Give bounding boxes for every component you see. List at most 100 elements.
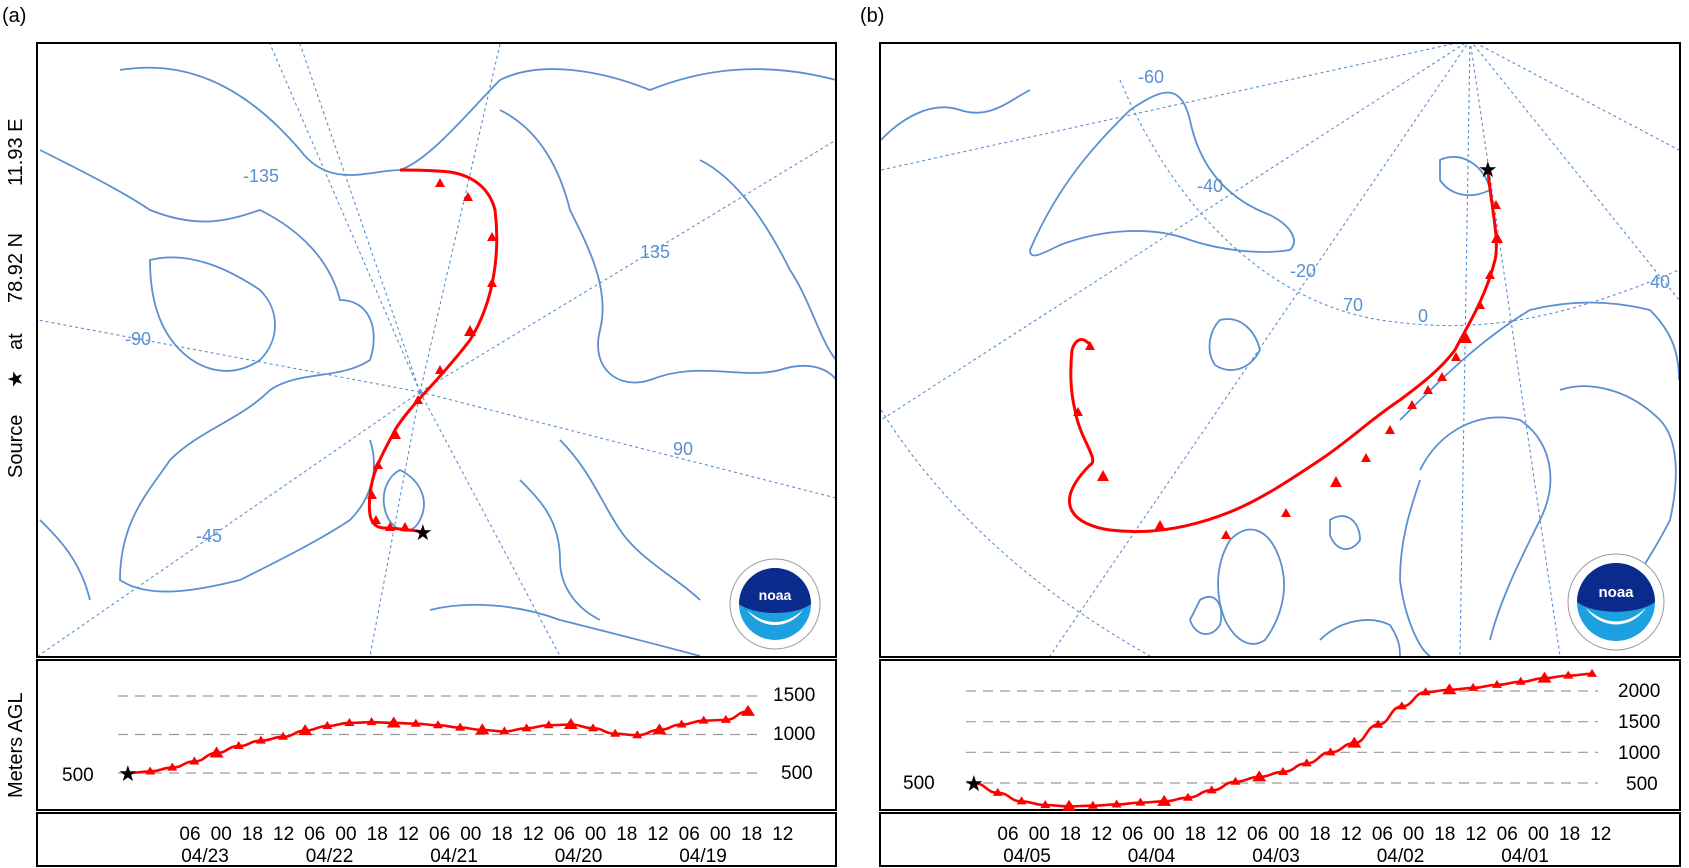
time-tick-label: 18: [1185, 824, 1206, 845]
noaa-logo-b: noaa: [1567, 553, 1665, 651]
time-tick-label: 00: [335, 824, 356, 845]
height-point: [1491, 679, 1502, 688]
time-tick-label: 12: [647, 824, 668, 845]
height-point: [632, 730, 643, 739]
height-grid-b: [966, 690, 1598, 784]
height-point: [1230, 776, 1241, 785]
time-tick-label: 12: [1341, 824, 1362, 845]
height-point: [455, 722, 466, 731]
panel-b-letter: (b): [860, 5, 884, 27]
height-point: [543, 720, 554, 729]
height-point: [1325, 747, 1336, 756]
time-tick-label: 18: [1434, 824, 1455, 845]
time-tick-label: 18: [491, 824, 512, 845]
height-point: [255, 735, 266, 744]
time-tick-label: 06: [997, 824, 1018, 845]
source-lon: 11.93 E: [5, 119, 27, 186]
time-tick-label: 12: [1216, 824, 1237, 845]
height-point: [1537, 671, 1552, 683]
height-start-star: ★: [964, 771, 984, 796]
height-point: [1301, 758, 1312, 767]
time-tick-label: 06: [679, 824, 700, 845]
height-point: [1206, 785, 1217, 794]
height-point: [475, 723, 490, 735]
height-point: [1252, 770, 1267, 782]
height-point: [410, 718, 421, 727]
time-tick-label: 12: [1590, 824, 1611, 845]
time-axis-a: 06 00 18 12 06 00 18 12 06 00 18 12 06 00 18 12 06 00 18 12…: [179, 824, 793, 867]
time-tick-label: 00: [1153, 824, 1174, 845]
time-date-label: 04/01: [1501, 846, 1549, 867]
height-level-a-1: 1000: [773, 724, 815, 745]
height-point: [1062, 799, 1077, 811]
graticule-a: [38, 44, 835, 656]
height-point: [1468, 682, 1479, 691]
map-frame-b: [879, 42, 1681, 658]
noaa-logo-text-a: noaa: [759, 587, 792, 603]
source-star: ★: [5, 370, 27, 388]
height-point: [1087, 800, 1098, 809]
height-point: [1373, 719, 1384, 728]
height-point: [1563, 670, 1574, 679]
time-tick-label: 12: [1091, 824, 1112, 845]
height-point: [278, 731, 288, 740]
time-tick-label: 12: [273, 824, 294, 845]
height-point: [563, 717, 578, 729]
height-point: [1442, 683, 1457, 695]
noaa-logo-a: noaa: [729, 558, 821, 650]
height-point: [1587, 668, 1597, 677]
noaa-logo-text-b: noaa: [1598, 584, 1634, 601]
time-tick-label: 00: [585, 824, 606, 845]
source-lat: 78.92 N: [5, 233, 27, 303]
time-date-label: 04/02: [1377, 846, 1425, 867]
trajectory-markers-a: [367, 178, 497, 531]
height-point: [189, 756, 200, 765]
panel-a: (a) Source ★ at 78.92 N 11.93 E Meters A…: [2, 5, 837, 867]
time-date-label: 04/03: [1252, 846, 1300, 867]
lon-label-b-2: -20: [1290, 261, 1316, 281]
height-point: [698, 715, 709, 724]
lon-label-b-1: -40: [1197, 176, 1223, 196]
height-point: [741, 704, 755, 716]
height-level-b-1: 1500: [1618, 712, 1660, 733]
time-axis-frame-a: [36, 812, 837, 867]
time-tick-label: 00: [710, 824, 731, 845]
trajectory-markers-b: [1073, 200, 1503, 539]
time-tick-label: 18: [1309, 824, 1330, 845]
lon-label-a-4: -45: [196, 526, 222, 546]
height-point: [992, 787, 1003, 796]
height-point: [344, 717, 355, 726]
time-tick-label: 00: [1403, 824, 1424, 845]
coastlines-a: [39, 66, 835, 656]
time-tick-label: 12: [523, 824, 544, 845]
time-date-label: 04/05: [1003, 846, 1051, 867]
height-point: [588, 723, 598, 732]
height-point: [1420, 687, 1431, 696]
panel-b: (b): [860, 5, 1681, 867]
height-point: [499, 726, 510, 735]
height-level-a-2: 500: [781, 763, 813, 784]
time-tick-label: 12: [1465, 824, 1486, 845]
height-point: [1157, 794, 1172, 806]
time-tick-label: 00: [211, 824, 232, 845]
height-point: [1278, 766, 1288, 775]
time-tick-label: 06: [429, 824, 450, 845]
height-point: [167, 762, 178, 771]
height-point: [1347, 736, 1362, 748]
height-grid-a: [118, 695, 760, 774]
height-level-a-0: 1500: [773, 685, 815, 706]
height-point: [298, 724, 313, 736]
time-axis-b: 06 00 18 12 06 00 18 12 06 00 18 12 06 00 18 12 06 00 18 12…: [997, 824, 1611, 867]
lon-label-a-3: 90: [673, 439, 693, 459]
lon-label-b-3: 0: [1418, 306, 1428, 326]
height-point: [1040, 800, 1051, 809]
panel-a-letter: (a): [2, 5, 26, 27]
height-point: [1016, 796, 1027, 805]
time-tick-label: 12: [772, 824, 793, 845]
map-a: -135 135 -90 90 -45 ★ noaa: [38, 44, 835, 656]
height-point: [1135, 797, 1146, 806]
height-point: [720, 714, 731, 723]
height-series-a: ★: [118, 704, 755, 786]
time-date-label: 04/22: [306, 846, 354, 867]
height-point: [233, 741, 244, 750]
